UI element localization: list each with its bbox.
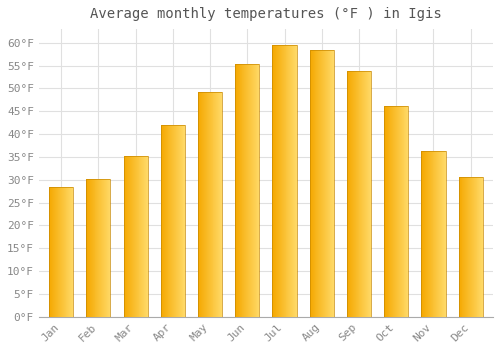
Bar xyxy=(160,125,185,317)
Bar xyxy=(384,106,408,317)
Bar xyxy=(310,50,334,317)
Bar xyxy=(458,177,483,317)
Bar xyxy=(272,45,296,317)
Bar xyxy=(86,179,110,317)
Bar xyxy=(347,71,371,317)
Bar xyxy=(198,92,222,317)
Bar xyxy=(124,156,148,317)
Bar xyxy=(235,64,260,317)
Bar xyxy=(49,187,73,317)
Title: Average monthly temperatures (°F ) in Igis: Average monthly temperatures (°F ) in Ig… xyxy=(90,7,442,21)
Bar xyxy=(422,151,446,317)
